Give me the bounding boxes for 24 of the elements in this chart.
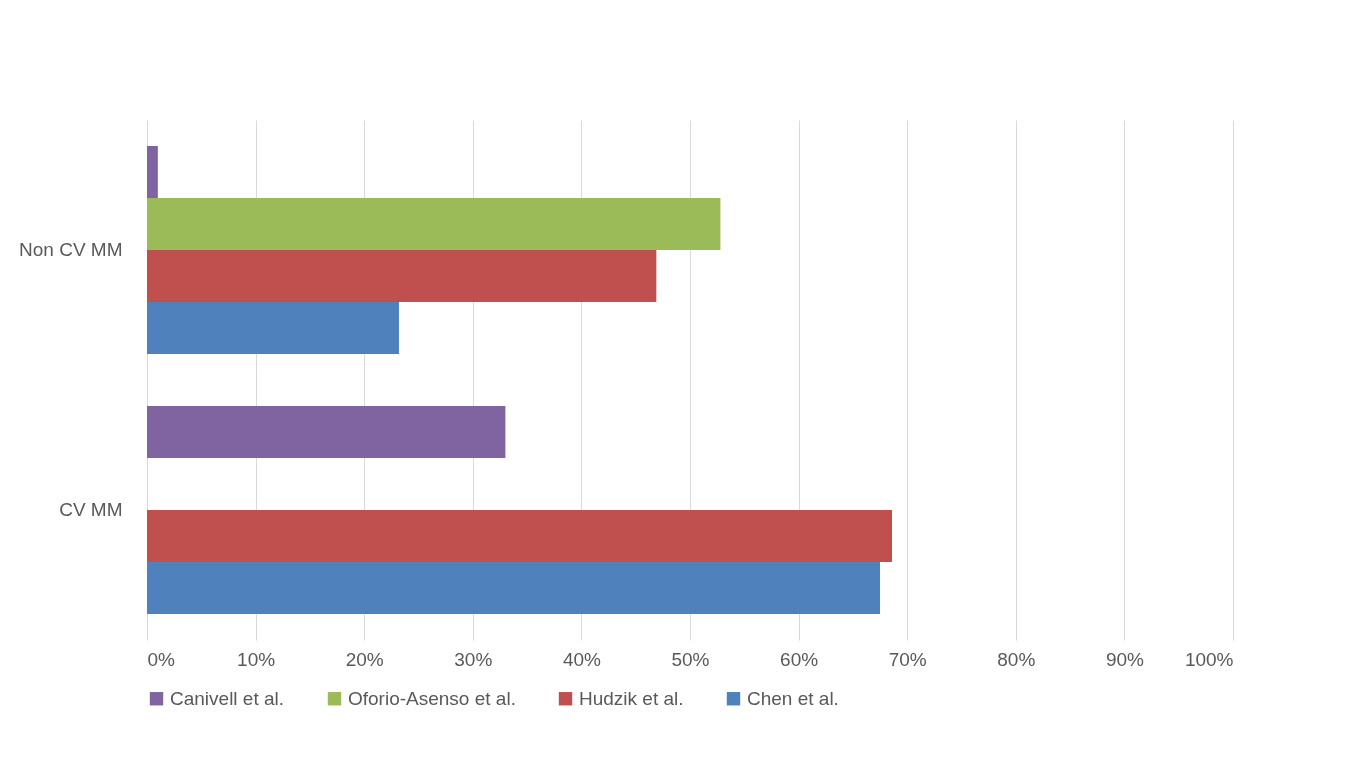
x-tick-label: 20% bbox=[345, 648, 384, 670]
bar bbox=[147, 562, 881, 614]
legend-label: Hudzik et al. bbox=[579, 687, 684, 709]
legend-label: Oforio-Asenso et al. bbox=[348, 687, 516, 709]
x-tick-label: 40% bbox=[562, 648, 602, 670]
bar bbox=[147, 406, 506, 458]
bar bbox=[147, 250, 657, 302]
x-tick-label: 10% bbox=[237, 648, 276, 670]
x-tick-label: 30% bbox=[454, 648, 493, 670]
bar bbox=[147, 146, 158, 198]
bar bbox=[147, 302, 399, 354]
x-tick-label: 80% bbox=[997, 648, 1036, 670]
y-tick-label: CV MM bbox=[59, 499, 123, 520]
y-tick-label: Non CV MM bbox=[19, 239, 123, 260]
bar bbox=[147, 198, 721, 250]
x-tick-label: 0% bbox=[147, 648, 176, 670]
x-tick-label: 70% bbox=[888, 648, 927, 670]
x-tick-label: 90% bbox=[1105, 648, 1145, 670]
legend-label: Chen et al. bbox=[747, 687, 839, 709]
legend-label: Canivell et al. bbox=[170, 687, 285, 709]
bar bbox=[147, 510, 892, 562]
x-tick-label: 50% bbox=[671, 648, 710, 670]
x-tick-label: 60% bbox=[780, 648, 819, 670]
x-tick-label: 100% bbox=[1184, 648, 1234, 670]
